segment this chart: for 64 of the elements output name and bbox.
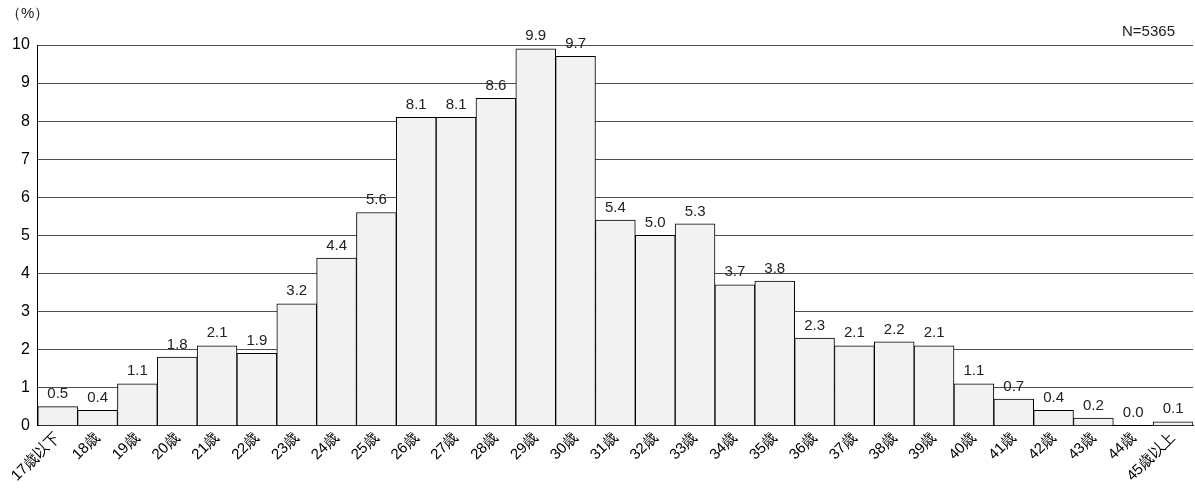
y-tick-label: 7 (20, 149, 30, 167)
data-label: 1.8 (166, 334, 188, 352)
data-label: 3.2 (286, 281, 308, 299)
x-tick-label: 37歳 (825, 428, 860, 463)
data-label: 2.2 (883, 319, 905, 337)
x-tick-label: 34歳 (705, 428, 740, 463)
x-tick-label: 35歳 (745, 428, 780, 463)
x-tick-label: 19歳 (108, 428, 143, 463)
x-tick-label: 24歳 (307, 428, 342, 463)
x-tick-label: 42歳 (1024, 428, 1059, 463)
data-label: 2.1 (206, 323, 228, 341)
y-tick-label: 6 (20, 187, 30, 205)
y-tick-label: 1 (20, 378, 30, 395)
data-label: 2.1 (923, 323, 945, 341)
x-tick-label: 26歳 (386, 428, 422, 463)
x-tick-label: 38歳 (864, 428, 900, 463)
x-tick-label: 33歳 (665, 428, 701, 463)
x-tick-label: 40歳 (944, 428, 979, 463)
y-tick-label: 4 (20, 263, 30, 281)
data-label: 3.8 (764, 258, 786, 276)
x-tick-label: 30歳 (546, 428, 581, 463)
y-tick-label: 8 (20, 111, 30, 129)
x-tick-label: 36歳 (785, 428, 820, 463)
data-label: 2.3 (804, 315, 825, 333)
x-tick-label: 21歳 (187, 428, 223, 463)
data-label: 5.3 (684, 201, 706, 219)
data-label: 1.1 (126, 361, 148, 379)
x-tick-label: 28歳 (466, 428, 501, 463)
x-tick-label: 32歳 (625, 428, 661, 463)
data-label: 0.1 (1162, 399, 1184, 417)
data-label: 8.1 (445, 94, 467, 112)
data-label: 5.4 (604, 197, 626, 215)
y-tick-label: 3 (20, 301, 30, 319)
x-tick-label: 22歳 (227, 428, 262, 463)
data-label: 0.2 (1082, 395, 1104, 413)
y-tick-label: 5 (20, 225, 30, 243)
data-label: 4.4 (326, 235, 347, 253)
y-axis-title: （%） (6, 3, 50, 21)
x-tick-label: 31歳 (586, 428, 621, 463)
x-tick-label: 25歳 (347, 428, 382, 463)
y-tick-label: 2 (20, 339, 30, 357)
data-label: 0.0 (1122, 403, 1144, 421)
data-label: 0.4 (87, 388, 108, 406)
x-tick-label: 20歳 (147, 428, 183, 463)
y-tick-label: 0 (20, 416, 30, 434)
data-label: 0.5 (47, 384, 69, 402)
data-label: 2.1 (843, 323, 865, 341)
text: N=5365 (1122, 21, 1175, 39)
x-tick-label: 43歳 (1064, 428, 1099, 463)
x-tick-label: 27歳 (426, 428, 462, 463)
data-label: 9.9 (525, 26, 547, 44)
data-label: 1.1 (963, 361, 985, 379)
x-tick-label: 18歳 (68, 428, 103, 463)
data-label: 5.0 (644, 212, 666, 230)
x-tick-label: 44歳 (1103, 428, 1139, 463)
y-tick-label: 9 (20, 73, 30, 91)
x-tick-label: 39歳 (904, 428, 940, 463)
data-label: 8.1 (405, 94, 427, 112)
data-label: 1.9 (246, 330, 268, 348)
data-label: 0.4 (1043, 388, 1065, 406)
x-tick-label: 23歳 (267, 428, 302, 463)
x-tick-label: 41歳 (984, 428, 1019, 463)
x-tick-label: 29歳 (506, 428, 541, 463)
y-tick-label: 10 (12, 35, 30, 53)
